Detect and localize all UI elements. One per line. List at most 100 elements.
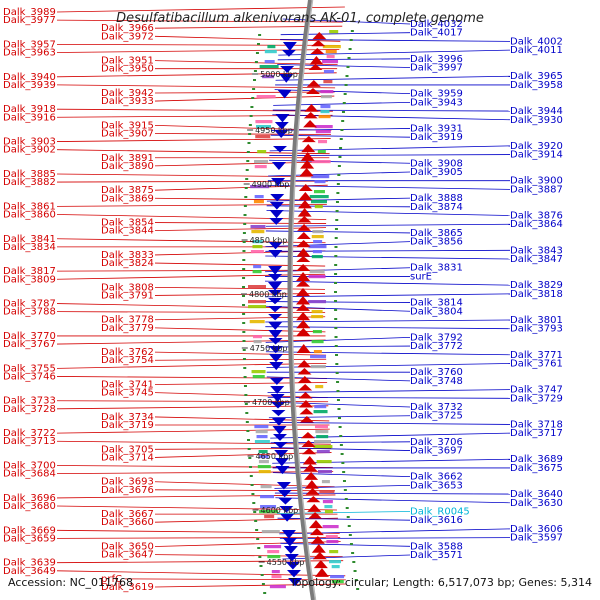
forward-gene-label[interactable]: Dalk_3696 — [3, 493, 56, 504]
forward-gene-label[interactable]: Dalk_3902 — [3, 145, 56, 156]
reverse-gene-label[interactable]: Dalk_3588 — [410, 541, 463, 552]
reverse-gene-label[interactable]: Dalk_3814 — [410, 298, 463, 309]
forward-gene-label[interactable]: Dalk_3647 — [101, 550, 154, 561]
forward-gene-label[interactable]: Dalk_3966 — [101, 23, 154, 34]
forward-gene-label[interactable]: Dalk_3770 — [3, 331, 56, 342]
forward-gene-label[interactable]: prfC — [101, 574, 122, 585]
reverse-gene-label[interactable]: Dalk_4017 — [410, 28, 463, 39]
forward-gene-label[interactable]: Dalk_3891 — [101, 153, 154, 164]
reverse-gene-label[interactable]: Dalk_3597 — [510, 533, 563, 544]
forward-gene-label[interactable]: Dalk_3680 — [3, 501, 56, 512]
reverse-gene-label[interactable]: Dalk_4002 — [510, 36, 563, 47]
forward-gene-label[interactable]: Dalk_3833 — [101, 250, 154, 261]
reverse-gene-label[interactable]: Dalk_3831 — [410, 263, 463, 274]
reverse-gene-label[interactable]: Dalk_3793 — [510, 324, 563, 335]
reverse-gene-label[interactable]: Dalk_3908 — [410, 158, 463, 169]
forward-gene-label[interactable]: Dalk_3714 — [101, 452, 154, 463]
forward-gene-label[interactable]: Dalk_3861 — [3, 201, 56, 212]
forward-gene-label[interactable]: Dalk_3684 — [3, 469, 56, 480]
reverse-gene-label[interactable]: Dalk_3662 — [410, 472, 463, 483]
forward-gene-label[interactable]: Dalk_3957 — [3, 39, 56, 50]
reverse-gene-label[interactable]: Dalk_3653 — [410, 480, 463, 491]
forward-gene-label[interactable]: Dalk_3903 — [3, 137, 56, 148]
reverse-gene-label[interactable]: Dalk_3675 — [510, 463, 563, 474]
reverse-gene-label[interactable]: Dalk_3856 — [410, 237, 463, 248]
reverse-gene-label[interactable]: Dalk_3847 — [510, 254, 563, 265]
forward-gene-label[interactable]: Dalk_3885 — [3, 169, 56, 180]
forward-gene-label[interactable]: Dalk_3915 — [101, 120, 154, 131]
forward-gene-label[interactable]: Dalk_3713 — [3, 436, 56, 447]
reverse-gene-label[interactable]: Dalk_3804 — [410, 306, 463, 317]
forward-gene-label[interactable]: Dalk_3989 — [3, 7, 56, 18]
forward-gene-label[interactable]: Dalk_3951 — [101, 56, 154, 67]
reverse-gene-label[interactable]: Dalk_3606 — [510, 524, 563, 535]
reverse-gene-label[interactable]: Dalk_3771 — [510, 350, 563, 361]
forward-gene-label[interactable]: Dalk_3639 — [3, 558, 56, 569]
reverse-gene-label[interactable]: Dalk_3761 — [510, 358, 563, 369]
forward-gene-label[interactable]: Dalk_3890 — [101, 161, 154, 172]
forward-gene-label[interactable]: Dalk_3728 — [3, 404, 56, 415]
reverse-gene-label[interactable]: Dalk_3900 — [510, 176, 563, 187]
forward-gene-label[interactable]: Dalk_3808 — [101, 282, 154, 293]
reverse-gene-label[interactable]: Dalk_3888 — [410, 193, 463, 204]
reverse-gene-label[interactable]: Dalk_3689 — [510, 454, 563, 465]
forward-gene-label[interactable]: Dalk_3854 — [101, 218, 154, 229]
forward-gene-label[interactable]: Dalk_3860 — [3, 209, 56, 220]
reverse-gene-label[interactable]: Dalk_3996 — [410, 54, 463, 65]
reverse-gene-label[interactable]: Dalk_3706 — [410, 437, 463, 448]
reverse-gene-label[interactable]: Dalk_3997 — [410, 63, 463, 74]
reverse-gene-label[interactable]: Dalk_3931 — [410, 123, 463, 134]
forward-gene-label[interactable]: Dalk_3824 — [101, 258, 154, 269]
reverse-gene-label[interactable]: Dalk_3818 — [510, 289, 563, 300]
reverse-gene-label[interactable]: Dalk_3630 — [510, 498, 563, 509]
reverse-gene-label[interactable]: Dalk_3801 — [510, 315, 563, 326]
reverse-gene-label[interactable]: surE — [410, 271, 432, 282]
forward-gene-label[interactable]: Dalk_3950 — [101, 64, 154, 75]
reverse-gene-label[interactable]: Dalk_3729 — [510, 393, 563, 404]
forward-gene-label[interactable]: Dalk_3700 — [3, 461, 56, 472]
forward-gene-label[interactable]: Dalk_3817 — [3, 266, 56, 277]
reverse-gene-label[interactable]: Dalk_3865 — [410, 228, 463, 239]
reverse-gene-label[interactable]: Dalk_3965 — [510, 71, 563, 82]
reverse-gene-label[interactable]: Dalk_3958 — [510, 80, 563, 91]
reverse-gene-label[interactable]: Dalk_4032 — [410, 19, 463, 30]
reverse-gene-label[interactable]: Dalk_3772 — [410, 341, 463, 352]
reverse-gene-label[interactable]: Dalk_3718 — [510, 419, 563, 430]
forward-gene-label[interactable]: Dalk_3649 — [3, 566, 56, 577]
forward-gene-label[interactable]: Dalk_3791 — [101, 290, 154, 301]
reverse-gene-label[interactable]: Dalk_R0045 — [410, 506, 470, 517]
forward-gene-label[interactable]: Dalk_3963 — [3, 47, 56, 58]
reverse-gene-label[interactable]: Dalk_3874 — [410, 202, 463, 213]
forward-gene-label[interactable]: Dalk_3719 — [101, 420, 154, 431]
forward-gene-label[interactable]: Dalk_3844 — [101, 226, 154, 237]
reverse-gene-label[interactable]: Dalk_3943 — [410, 97, 463, 108]
forward-gene-label[interactable]: Dalk_3977 — [3, 15, 56, 26]
reverse-gene-label[interactable]: Dalk_3876 — [510, 211, 563, 222]
forward-gene-label[interactable]: Dalk_3741 — [101, 380, 154, 391]
reverse-gene-label[interactable]: Dalk_3760 — [410, 367, 463, 378]
forward-gene-label[interactable]: Dalk_3755 — [3, 363, 56, 374]
forward-gene-label[interactable]: Dalk_3834 — [3, 242, 56, 253]
forward-gene-label[interactable]: Dalk_3916 — [3, 112, 56, 123]
reverse-gene-label[interactable]: Dalk_3905 — [410, 167, 463, 178]
forward-gene-label[interactable]: Dalk_3875 — [101, 185, 154, 196]
forward-gene-label[interactable]: Dalk_3779 — [101, 323, 154, 334]
forward-gene-label[interactable]: Dalk_3676 — [101, 485, 154, 496]
reverse-gene-label[interactable]: Dalk_4011 — [510, 45, 563, 56]
reverse-gene-label[interactable]: Dalk_3843 — [510, 245, 563, 256]
forward-gene-label[interactable]: Dalk_3788 — [3, 307, 56, 318]
forward-gene-label[interactable]: Dalk_3733 — [3, 396, 56, 407]
forward-gene-label[interactable]: Dalk_3667 — [101, 509, 154, 520]
reverse-gene-label[interactable]: Dalk_3864 — [510, 219, 563, 230]
forward-gene-label[interactable]: Dalk_3734 — [101, 412, 154, 423]
forward-gene-label[interactable]: Dalk_3939 — [3, 80, 56, 91]
forward-gene-label[interactable]: Dalk_3722 — [3, 428, 56, 439]
forward-gene-label[interactable]: Dalk_3767 — [3, 339, 56, 350]
reverse-gene-label[interactable]: Dalk_3748 — [410, 376, 463, 387]
forward-gene-label[interactable]: Dalk_3933 — [101, 96, 154, 107]
reverse-gene-label[interactable]: Dalk_3717 — [510, 428, 563, 439]
forward-gene-label[interactable]: Dalk_3746 — [3, 371, 56, 382]
forward-gene-label[interactable]: Dalk_3942 — [101, 88, 154, 99]
forward-gene-label[interactable]: Dalk_3787 — [3, 299, 56, 310]
forward-gene-label[interactable]: Dalk_3940 — [3, 72, 56, 83]
